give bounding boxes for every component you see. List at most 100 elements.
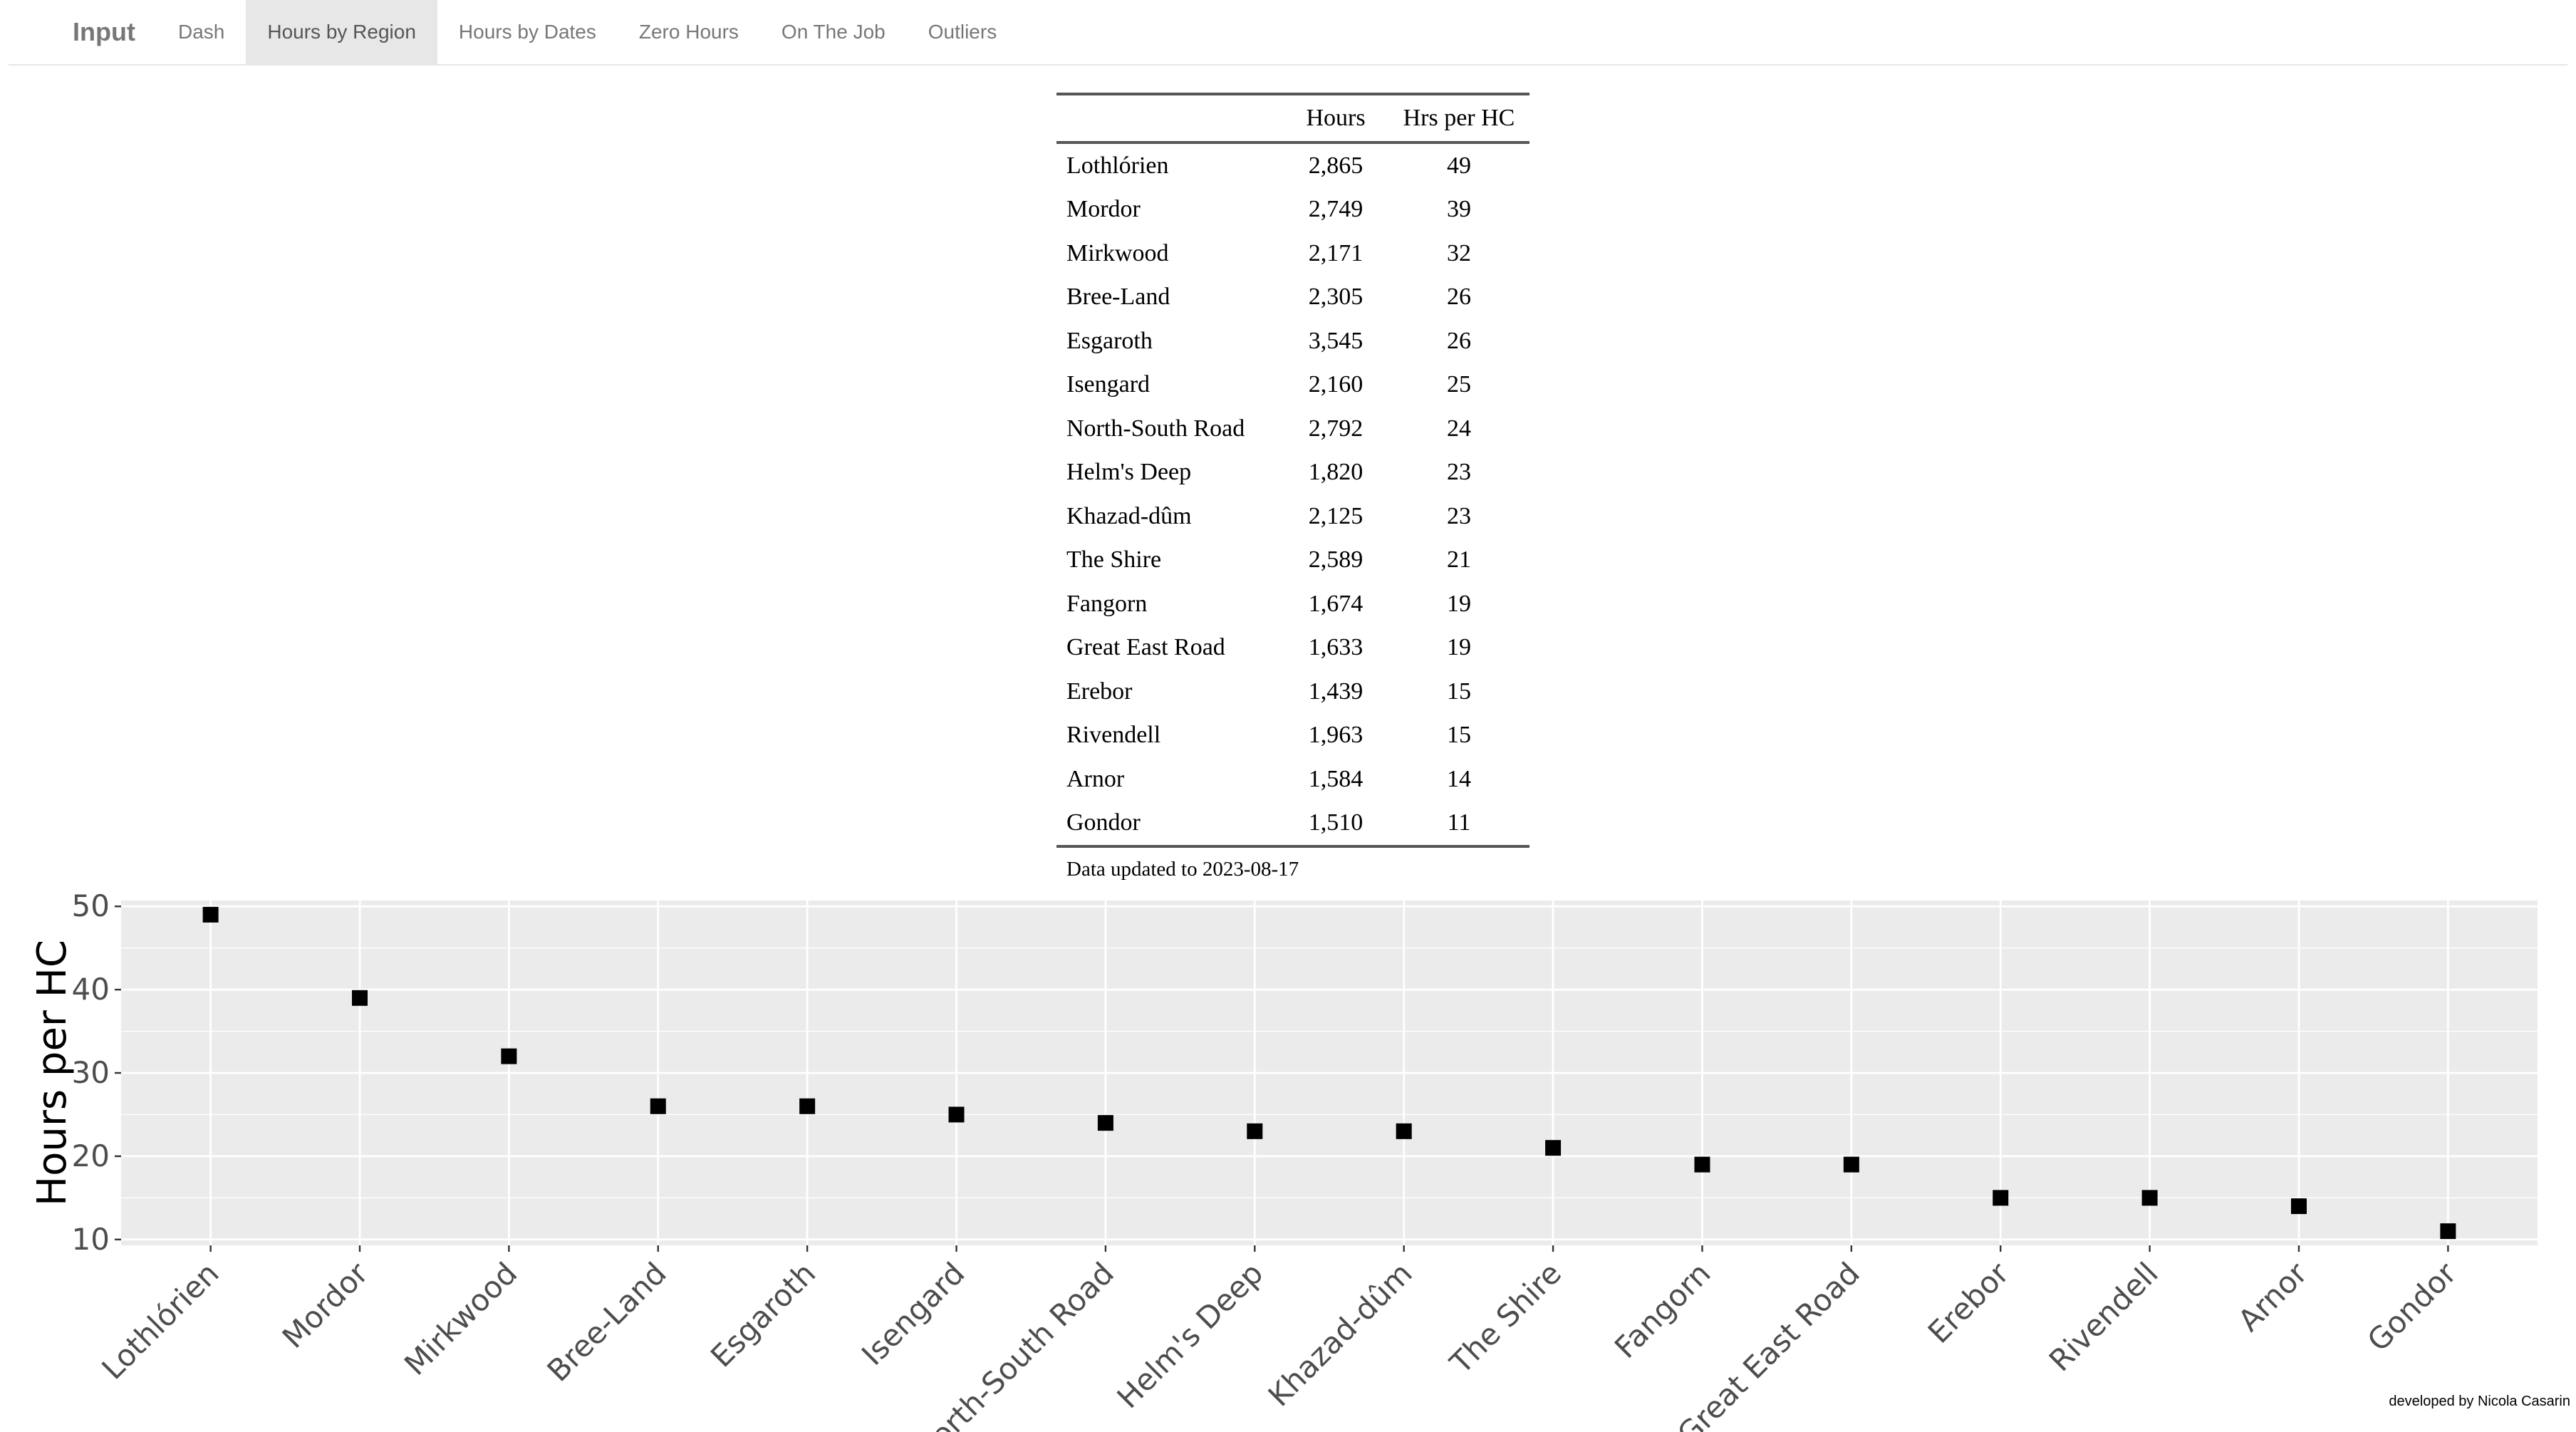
y-tick-label: 30 [72,1055,110,1090]
data-point [2440,1223,2456,1240]
table-row: Bree-Land 2,305 26 [1056,276,1530,320]
cell-hrs-per-hc: 26 [1447,284,1471,311]
tab-on-the-job[interactable]: On The Job [781,21,886,43]
cell-region: Esgaroth [1066,327,1153,354]
cell-region: Khazad-dûm [1066,502,1192,529]
table-row: Rivendell 1,963 15 [1056,714,1530,758]
cell-hours: 3,545 [1308,327,1364,354]
table-row: Esgaroth 3,545 26 [1056,319,1530,363]
cell-hrs-per-hc: 19 [1447,634,1471,661]
table-header-region [1056,94,1283,144]
tab-hours-by-dates[interactable]: Hours by Dates [458,21,596,43]
cell-region: Bree-Land [1066,284,1170,311]
cell-hours: 2,125 [1308,502,1364,529]
cell-region: Rivendell [1066,722,1161,749]
table-row: Khazad-dûm 2,125 23 [1056,494,1530,539]
cell-region: The Shire [1066,546,1162,574]
y-tick-label: 50 [72,888,110,923]
data-point [501,1048,517,1064]
data-point [1694,1156,1710,1173]
table-row: North-South Road 2,792 24 [1056,407,1530,451]
cell-hours: 1,633 [1308,634,1364,661]
cell-hrs-per-hc: 49 [1447,152,1471,179]
x-tick-label: Erebor [1921,1255,2016,1350]
cell-region: Fangorn [1066,590,1148,617]
cell-region: Gondor [1066,809,1141,836]
table-row: Mirkwood 2,171 32 [1056,232,1530,276]
table-row: Fangorn 1,674 19 [1056,582,1530,626]
cell-region: North-South Road [1066,415,1245,442]
data-point [948,1106,965,1123]
table-row: Great East Road 1,633 19 [1056,626,1530,670]
data-point [1247,1123,1263,1139]
navbar-brand[interactable]: Input [73,17,135,46]
cell-hrs-per-hc: 39 [1447,196,1471,223]
x-tick-label: Lothlórien [95,1255,225,1386]
table-row: Arnor 1,584 14 [1056,757,1530,801]
data-point [650,1098,666,1114]
x-tick-label: Mirkwood [398,1255,524,1381]
table-row: Mordor 2,749 39 [1056,188,1530,232]
cell-hrs-per-hc: 23 [1447,502,1471,529]
cell-hours: 2,305 [1308,284,1364,311]
x-tick-label: Khazad-dûm [1262,1255,1419,1413]
y-tick-label: 40 [72,972,110,1007]
data-point [1843,1156,1859,1173]
tab-zero-hours[interactable]: Zero Hours [638,21,739,43]
cell-region: Mirkwood [1066,239,1169,266]
cell-hrs-per-hc: 26 [1447,327,1471,354]
cell-region: Mordor [1066,196,1141,223]
table-header-hours: Hours [1283,94,1388,144]
data-point [202,906,219,923]
table-row: Gondor 1,510 11 [1056,801,1530,847]
table-row: Erebor 1,439 15 [1056,670,1530,714]
data-point [352,990,368,1006]
tab-hours-by-region[interactable]: Hours by Region [246,0,437,64]
x-tick-label: Esgaroth [704,1255,822,1374]
x-tick-label: Isengard [855,1255,972,1372]
cell-hrs-per-hc: 19 [1447,590,1471,617]
data-point [1545,1140,1562,1156]
x-tick-label: Fangorn [1608,1255,1718,1365]
cell-hours: 2,160 [1308,371,1364,398]
table-row: Helm's Deep 1,820 23 [1056,451,1530,495]
cell-hrs-per-hc: 24 [1447,415,1471,442]
y-axis-title: Hours per HC [29,940,76,1206]
table-row: Isengard 2,160 25 [1056,363,1530,408]
cell-hrs-per-hc: 25 [1447,371,1471,398]
cell-region: Erebor [1066,678,1133,705]
tab-outliers[interactable]: Outliers [928,21,997,43]
cell-hours: 2,171 [1308,239,1364,266]
table-header-row: Hours Hrs per HC [1056,94,1530,144]
x-tick-label: Gondor [2361,1255,2463,1358]
cell-hrs-per-hc: 14 [1447,765,1471,792]
navbar: Input Dash Hours by Region Hours by Date… [9,0,2567,66]
x-tick-label: Mordor [276,1255,375,1355]
hours-table-container: Hours Hrs per HC Lothlórien 2,865 49 Mordor… [1056,93,1530,881]
x-tick-label: Arnor [2231,1255,2314,1338]
x-tick-label: The Shire [1443,1255,1568,1381]
cell-hours: 2,792 [1308,415,1364,442]
cell-hours: 2,589 [1308,546,1364,574]
tab-dash[interactable]: Dash [177,21,225,43]
data-point [799,1098,816,1114]
x-tick-label: Helm's Deep [1111,1255,1270,1415]
hours-by-region-table: Hours Hrs per HC Lothlórien 2,865 49 Mordor… [1056,93,1530,848]
cell-region: Isengard [1066,371,1151,398]
cell-hrs-per-hc: 23 [1447,459,1471,486]
cell-hours: 1,820 [1308,459,1364,486]
cell-region: Arnor [1066,765,1125,792]
cell-region: Great East Road [1066,634,1225,661]
cell-hours: 1,510 [1308,809,1364,836]
cell-region: Helm's Deep [1066,459,1192,486]
y-tick-label: 20 [72,1138,110,1173]
table-caption: Data updated to 2023-08-17 [1066,858,1299,881]
cell-hrs-per-hc: 15 [1447,722,1471,749]
cell-hours: 2,749 [1308,196,1364,223]
cell-region: Lothlórien [1066,152,1169,179]
hours-per-hc-chart: 10 20 30 40 50 Hours per HC Lothlórien Mordor Mi… [29,888,2538,1432]
data-point [1396,1123,1412,1139]
x-tick-label: Rivendell [2042,1255,2165,1378]
cell-hours: 1,584 [1308,765,1364,792]
table-row: Lothlórien 2,865 49 [1056,142,1530,188]
